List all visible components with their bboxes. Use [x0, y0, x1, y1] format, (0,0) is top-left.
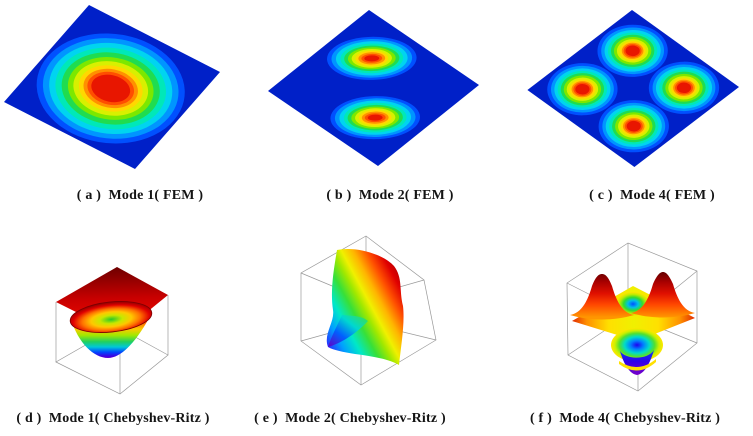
mode4-front-sheet-sliver	[619, 359, 656, 371]
mode2-contour-surface	[268, 10, 480, 167]
panel-c-contour-plot	[527, 10, 739, 168]
mode2-front-fold	[328, 315, 368, 347]
panel-b-contour-plot	[268, 10, 480, 167]
mode1-contour-surface	[3, 5, 221, 170]
caption-d: ( d ) Mode 1( Chebyshev-Ritz )	[16, 411, 210, 426]
caption-b: ( b ) Mode 2( FEM )	[326, 188, 454, 203]
caption-c: ( c ) Mode 4( FEM )	[589, 188, 715, 203]
panel-f-surface-plot	[566, 242, 698, 392]
mode4-right-peak	[631, 272, 695, 318]
panel-e-surface-plot	[300, 235, 437, 386]
mode4-lobes	[547, 24, 720, 153]
panel-a-contour-plot	[3, 5, 221, 170]
panel-d-surface-plot	[55, 267, 169, 395]
mode2-twisted-sheet	[326, 248, 404, 365]
mode2-lobe-lower	[330, 96, 420, 140]
mode1-contour-rings	[36, 33, 185, 144]
mode4-left-peak	[570, 274, 634, 320]
mode2-lobe-upper	[327, 36, 417, 80]
mode4-contour-surface	[527, 10, 739, 168]
caption-f: ( f ) Mode 4( Chebyshev-Ritz )	[529, 411, 721, 426]
mode4-front-dip	[611, 328, 663, 362]
mode1-bowl-mouth	[69, 301, 153, 333]
caption-a: ( a ) Mode 1( FEM )	[76, 188, 204, 203]
caption-e: ( e ) Mode 2( Chebyshev-Ritz )	[254, 411, 446, 426]
